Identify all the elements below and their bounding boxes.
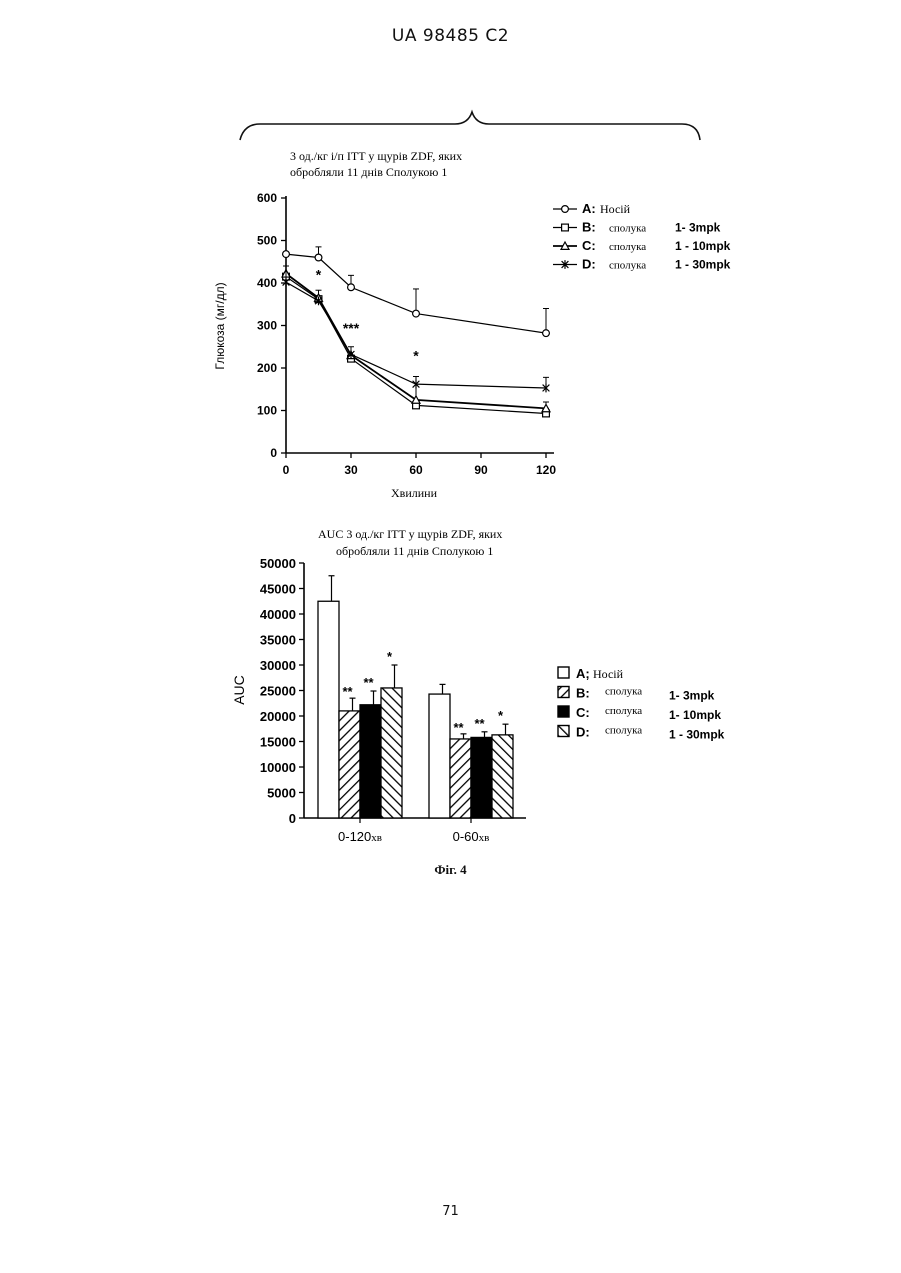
legend-name: сполука: [605, 686, 642, 698]
data-point-circle: [315, 254, 322, 261]
bar-hatch-left: [381, 688, 402, 818]
line-chart-y-tick-label: 0: [270, 446, 277, 460]
line-chart-y-tick-label: 600: [257, 191, 277, 205]
data-point-circle: [543, 330, 550, 337]
bar-chart-y-tick-label: 5000: [267, 786, 296, 801]
legend-name: Носій: [600, 202, 631, 216]
legend-dose: 1 - 30mpk: [675, 258, 731, 272]
legend-letter: C:: [576, 705, 590, 720]
line-chart-legend: A: Носій B: сполука 1- 3mpk C: сполука 1 - 10mp…: [553, 201, 731, 272]
category-label-main: 0-120: [338, 829, 371, 844]
line-chart-x-tick-label: 90: [474, 463, 488, 477]
significance-mark: **: [474, 716, 485, 731]
data-point-circle: [413, 310, 420, 317]
legend-letter: C:: [582, 238, 596, 253]
legend-letter: D:: [576, 725, 590, 740]
significance-mark: **: [342, 684, 353, 699]
line-chart-y-tick-label: 200: [257, 361, 277, 375]
legend-letter: A:: [582, 201, 596, 216]
significance-mark: **: [453, 720, 464, 735]
legend-swatch-hatch-right: [558, 687, 569, 698]
bar-chart-title-2: обробляли 11 днів Сполукою 1: [336, 544, 493, 558]
bar-black: [360, 705, 381, 818]
line-chart-title-1: 3 од./кг і/п ITT у щурів ZDF, яких: [290, 149, 462, 163]
data-point-x: [283, 278, 290, 287]
line-chart-x-tick-label: 120: [536, 463, 556, 477]
line-chart-x-axis-label: Хвилини: [391, 486, 438, 500]
data-point-circle: [283, 251, 290, 258]
bar-chart-y-tick-label: 10000: [260, 760, 296, 775]
legend-letter: B:: [582, 220, 596, 235]
line-chart-title-2: обробляли 11 днів Сполукою 1: [290, 165, 447, 179]
line-chart: 3 од./кг і/п ITT у щурів ZDF, яких оброб…: [213, 149, 731, 500]
legend-marker-circle: [562, 206, 569, 213]
line-chart-y-tick-label: 400: [257, 276, 277, 290]
significance-mark: **: [363, 675, 374, 690]
legend-letter: D:: [582, 257, 596, 272]
legend-marker-square: [562, 224, 569, 231]
line-chart-x-tick-label: 30: [344, 463, 358, 477]
data-point-circle: [348, 284, 355, 291]
legend-dose: 1- 3mpk: [669, 689, 715, 703]
bar-white: [429, 694, 450, 818]
legend-name: сполука: [609, 223, 646, 235]
line-chart-x-tick-label: 0: [283, 463, 290, 477]
legend-name: сполука: [609, 260, 646, 272]
bar-hatch-right: [450, 739, 471, 818]
bar-chart-y-tick-label: 30000: [260, 658, 296, 673]
legend-dose: 1- 10mpk: [669, 708, 721, 722]
bar-chart-y-axis-label: AUC: [231, 675, 247, 705]
legend-dose: 1- 3mpk: [675, 221, 721, 235]
line-chart-y-tick-label: 100: [257, 404, 277, 418]
bar-chart-y-tick-label: 15000: [260, 735, 296, 750]
bar-chart-y-tick-label: 35000: [260, 633, 296, 648]
line-chart-y-tick-label: 300: [257, 319, 277, 333]
legend-swatch-hatch-left: [558, 726, 569, 737]
bar-chart-y-tick-label: 45000: [260, 582, 296, 597]
bar-chart-legend: A;НосійB: сполука 1- 3mpk C: сполука 1- 10mpk…: [558, 666, 725, 742]
legend-letter: B:: [576, 686, 590, 701]
legend-name: сполука: [605, 725, 642, 737]
bar-chart-y-tick-label: 0: [289, 811, 296, 826]
bar-chart-category-label: 0-60хв: [453, 829, 490, 844]
bar-chart-title-1: AUC 3 од./кг ITT у щурів ZDF, яких: [318, 527, 502, 541]
line-chart-y-axis-label: Глюкоза (мг/дл): [213, 282, 227, 369]
legend-dose: 1 - 30mpk: [669, 728, 725, 742]
significance-mark: *: [498, 708, 504, 723]
bar-chart: AUC 3 од./кг ITT у щурів ZDF, яких оброб…: [231, 527, 725, 844]
figure-brace: [240, 112, 700, 140]
category-label-unit: хв: [479, 832, 490, 844]
legend-name: Носій: [593, 667, 624, 681]
legend-name: сполука: [605, 705, 642, 717]
significance-mark: *: [316, 267, 322, 283]
legend-swatch-black: [558, 706, 569, 717]
significance-mark: *: [387, 649, 393, 664]
bar-chart-category-label: 0-120хв: [338, 829, 382, 844]
bar-chart-y-tick-label: 25000: [260, 684, 296, 699]
bar-hatch-left: [492, 735, 513, 818]
category-label-unit: хв: [371, 832, 382, 844]
legend-swatch-white: [558, 667, 569, 678]
legend-letter: A;: [576, 666, 590, 681]
bar-black: [471, 737, 492, 818]
bar-white: [318, 601, 339, 818]
figure-caption: Фіг. 4: [0, 862, 901, 878]
line-chart-x-tick-label: 60: [409, 463, 423, 477]
legend-name: сполука: [609, 241, 646, 253]
page-number: 71: [0, 1204, 901, 1219]
significance-mark: ***: [343, 320, 360, 336]
legend-dose: 1 - 10mpk: [675, 239, 731, 253]
bar-chart-y-tick-label: 50000: [260, 556, 296, 571]
significance-mark: *: [413, 347, 419, 363]
bar-chart-y-tick-label: 20000: [260, 709, 296, 724]
bar-hatch-right: [339, 711, 360, 818]
line-chart-y-tick-label: 500: [257, 234, 277, 248]
category-label-main: 0-60: [453, 829, 479, 844]
bar-chart-y-tick-label: 40000: [260, 607, 296, 622]
